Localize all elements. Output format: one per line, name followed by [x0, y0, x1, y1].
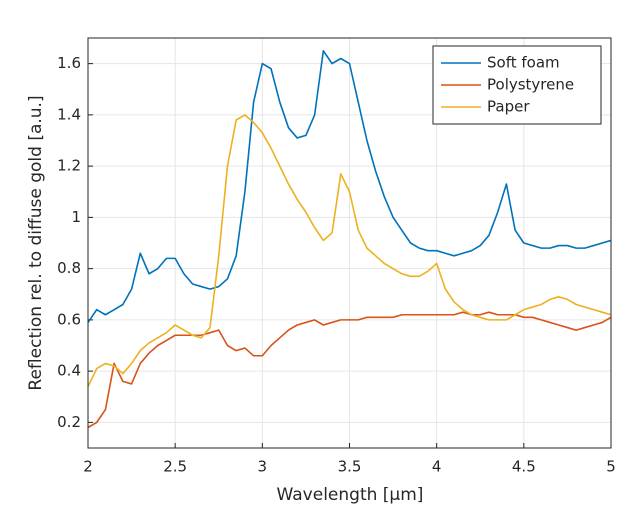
plot-frame [87, 37, 612, 449]
y-tick-label: 1 [71, 208, 81, 226]
y-tick-label: 0.2 [57, 413, 81, 431]
legend-label: Paper [487, 98, 530, 116]
data-line [87, 311, 612, 429]
y-tick-label: 0.4 [57, 362, 81, 380]
y-axis-label: Reflection rel. to diffuse gold [a.u.] [26, 95, 46, 390]
x-tick-label: 3 [258, 458, 268, 476]
data-line [87, 50, 612, 323]
x-tick-label: 4.5 [512, 458, 536, 476]
x-tick-label: 2 [83, 458, 93, 476]
x-tick-label: 5 [606, 458, 616, 476]
data-line [87, 114, 612, 387]
x-axis-label: Wavelength [µm] [277, 485, 424, 505]
x-tick-label: 3.5 [338, 458, 362, 476]
x-tick-label: 2.5 [163, 458, 187, 476]
y-tick-label: 1.6 [57, 54, 81, 72]
y-tick-label: 1.2 [57, 157, 81, 175]
legend-label: Polystyrene [487, 76, 574, 94]
legend-label: Soft foam [487, 54, 560, 72]
y-tick-label: 1.4 [57, 105, 81, 123]
x-tick-label: 4 [432, 458, 442, 476]
y-tick-label: 0.8 [57, 259, 81, 277]
y-tick-label: 0.6 [57, 310, 81, 328]
